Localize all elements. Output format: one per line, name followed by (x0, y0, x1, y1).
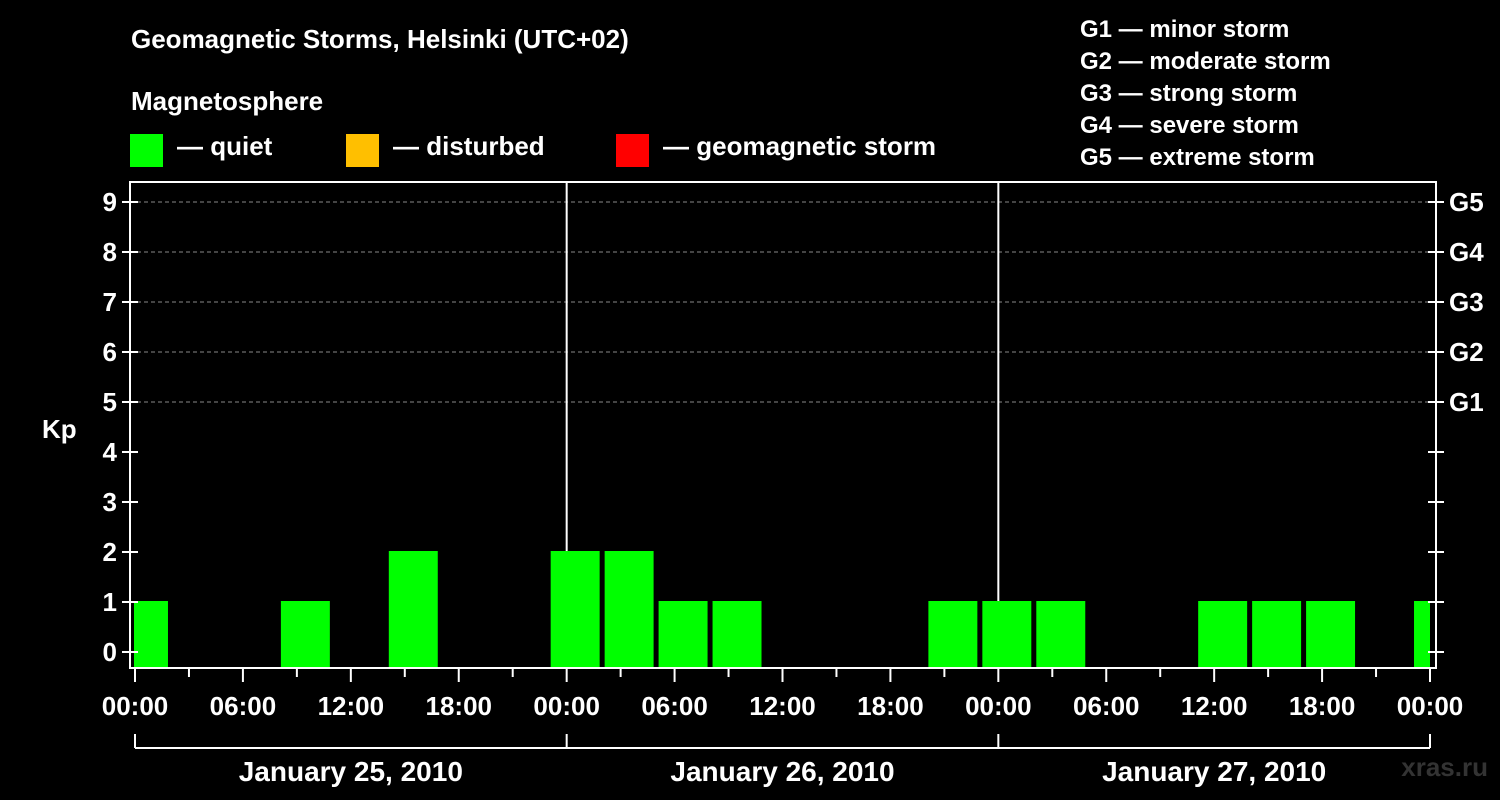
g-scale-label: G1 (1449, 387, 1484, 417)
y-tick-label: 6 (103, 337, 117, 367)
y-tick-label: 7 (103, 287, 117, 317)
grid-layer (130, 182, 1436, 668)
kp-bar (134, 601, 168, 668)
x-tick-label: 12:00 (1181, 691, 1248, 721)
kp-bar (928, 601, 978, 668)
storm-level-g2: G2 — moderate storm (1080, 48, 1331, 75)
x-tick-label: 18:00 (1289, 691, 1356, 721)
kp-bar (1198, 601, 1248, 668)
legend-swatch-quiet (130, 133, 163, 167)
g-scale-label: G4 (1449, 237, 1484, 267)
g-scale-label: G2 (1449, 337, 1484, 367)
legend-item-quiet: — quiet (130, 130, 273, 167)
legend-swatch-storm (616, 133, 649, 167)
legend-item-disturbed: — disturbed (346, 130, 545, 167)
plot-frame (129, 181, 1437, 669)
x-tick-label: 18:00 (426, 691, 493, 721)
kp-bar (712, 601, 762, 668)
kp-bar (658, 601, 708, 668)
y-tick-label: 2 (103, 537, 117, 567)
bar-layer (134, 551, 1430, 668)
watermark: xras.ru (1401, 752, 1488, 782)
x-tick-label: 06:00 (210, 691, 277, 721)
y-tick-label: 1 (103, 587, 117, 617)
legend-item-storm: — geomagnetic storm (616, 130, 937, 167)
kp-bar (1306, 601, 1356, 668)
x-tick-label: 00:00 (533, 691, 600, 721)
x-tick-label: 18:00 (857, 691, 924, 721)
kp-bar (550, 551, 600, 668)
kp-bar (1252, 601, 1302, 668)
kp-bar (280, 601, 330, 668)
x-tick-label: 12:00 (318, 691, 385, 721)
day-label: January 26, 2010 (670, 756, 894, 787)
kp-bar (982, 601, 1032, 668)
kp-bar (604, 551, 654, 668)
x-tick-label: 06:00 (1073, 691, 1140, 721)
g-scale-label: G5 (1449, 187, 1484, 217)
kp-bar (1414, 601, 1430, 668)
axis-layer: 0 1 2 3 4 5 6 7 8 9 Kp G1 G2 G3 G4 G5 00:00 06:00 12:00 18:… (42, 181, 1484, 787)
legend-swatch-disturbed (346, 133, 379, 167)
x-tick-label: 12:00 (749, 691, 816, 721)
y-axis-label: Kp (42, 414, 77, 444)
storm-level-legend: G1 — minor storm G2 — moderate storm G3 … (1080, 14, 1331, 174)
magnetosphere-title: Magnetosphere (131, 86, 324, 116)
y-tick-label: 0 (103, 637, 117, 667)
y-tick-label: 4 (103, 437, 118, 467)
x-tick-label: 06:00 (641, 691, 708, 721)
storm-level-g4: G4 — severe storm (1080, 112, 1299, 139)
y-tick-label: 8 (103, 237, 117, 267)
y-tick-label: 5 (103, 387, 117, 417)
g-scale-label: G3 (1449, 287, 1484, 317)
storm-level-g1: G1 — minor storm (1080, 16, 1290, 43)
y-tick-label: 3 (103, 487, 117, 517)
y-tick-label: 9 (103, 187, 117, 217)
day-label: January 25, 2010 (239, 756, 463, 787)
day-label: January 27, 2010 (1102, 756, 1326, 787)
kp-bar (388, 551, 438, 668)
storm-level-g5: G5 — extreme storm (1080, 144, 1315, 171)
legend-label-quiet: — quiet (177, 130, 273, 161)
storm-level-g3: G3 — strong storm (1080, 80, 1298, 107)
chart-title: Geomagnetic Storms, Helsinki (UTC+02) (131, 24, 629, 54)
x-tick-label: 00:00 (1397, 691, 1464, 721)
legend-label-disturbed: — disturbed (393, 130, 545, 161)
x-tick-label: 00:00 (102, 691, 169, 721)
x-tick-label: 00:00 (965, 691, 1032, 721)
kp-bar (1036, 601, 1086, 668)
legend-label-storm: — geomagnetic storm (663, 130, 937, 161)
